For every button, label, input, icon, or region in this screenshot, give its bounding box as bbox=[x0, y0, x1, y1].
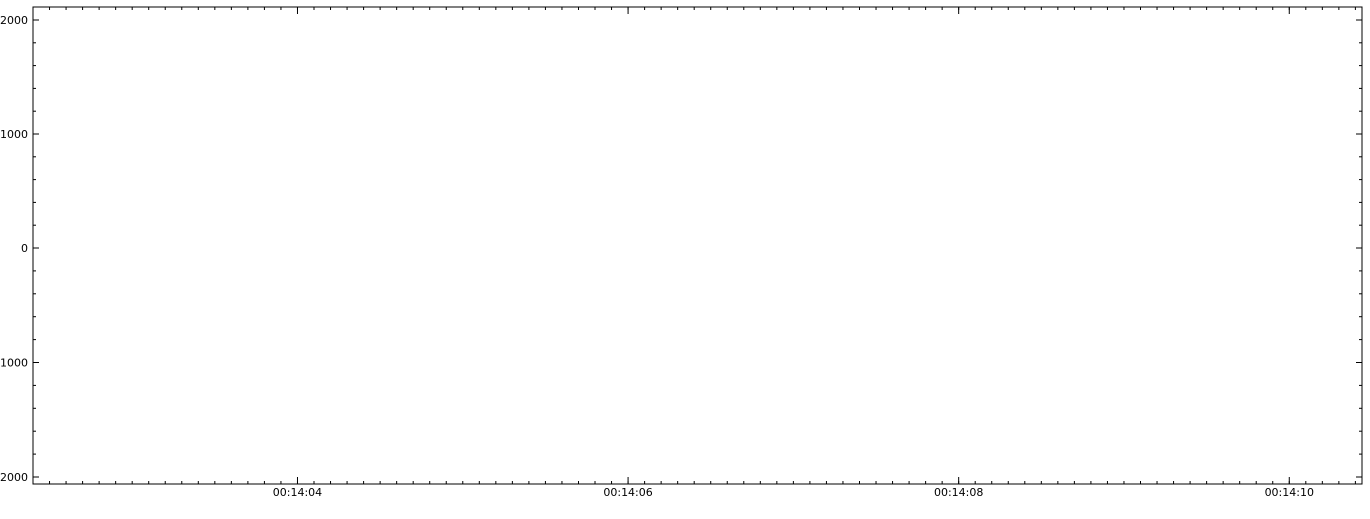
x-tick-label: 00:14:04 bbox=[273, 486, 322, 499]
y-tick-label: 2000 bbox=[0, 14, 28, 27]
axes-layer: 2000 1000 0 1000 2000 00:14:04 00:14:06 00:14:0… bbox=[0, 6, 1363, 499]
x-tick-label: 00:14:08 bbox=[934, 486, 983, 499]
y-tick-label: 1000 bbox=[0, 128, 28, 141]
y-tick-label: 1000 bbox=[0, 357, 28, 370]
plot-frame bbox=[32, 6, 1363, 485]
x-tick-label: 00:14:06 bbox=[603, 486, 652, 499]
y-tick-label: 0 bbox=[21, 242, 28, 255]
y-tick-label: 2000 bbox=[0, 471, 28, 484]
x-tick-label: 00:14:10 bbox=[1265, 486, 1314, 499]
